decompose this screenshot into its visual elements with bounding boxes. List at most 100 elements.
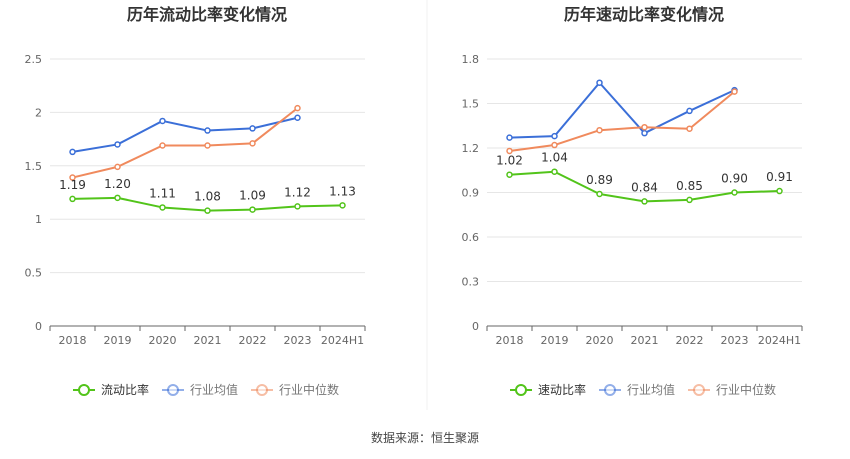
chart2-point-avg: [641, 129, 648, 137]
chart2-y-tick-label: 1.8: [462, 53, 480, 66]
chart1-data-label: 1.11: [149, 186, 176, 200]
chart2-data-label: 0.91: [766, 170, 793, 184]
chart2-point-main: [731, 189, 738, 196]
chart2-point-avg: [551, 132, 558, 140]
chart2-series-line-median: [509, 90, 736, 152]
chart1-y-tick-label: 1: [35, 213, 42, 226]
chart1-series-line-median: [72, 107, 299, 179]
chart2-data-label: 1.04: [541, 151, 568, 165]
chart2-point-main: [506, 171, 513, 178]
chart1-point-avg: [159, 117, 166, 125]
chart1-point-median: [114, 163, 121, 171]
chart2-point-median: [641, 123, 648, 131]
chart2-data-label: 1.02: [496, 154, 523, 168]
chart2-point-main: [551, 168, 558, 175]
chart1-legend-label-main: 流动比率: [101, 382, 149, 397]
chart1-x-tick-label: 2018: [59, 334, 87, 347]
chart1-point-median: [204, 142, 211, 149]
chart1-point-main: [69, 195, 76, 203]
chart2-x-tick-label: 2021: [631, 334, 659, 347]
chart2-y-tick-label: 0: [472, 320, 479, 333]
chart1-x-tick-label: 2022: [239, 334, 267, 347]
chart1-legend-label-avg: 行业均值: [190, 382, 238, 397]
chart2-data-label: 0.89: [586, 173, 613, 187]
chart2-legend-label-main: 速动比率: [538, 382, 586, 397]
chart2-point-avg: [596, 79, 603, 86]
chart1-data-label: 1.09: [239, 189, 266, 203]
data-source: 数据来源：恒生聚源: [0, 429, 850, 446]
chart1-y-tick-label: 2: [35, 106, 42, 119]
data-source-label: 数据来源：: [370, 431, 431, 445]
chart1-legend-marker-median: [256, 384, 268, 396]
chart1-point-avg: [249, 125, 256, 132]
chart1-data-label: 1.19: [59, 178, 86, 192]
chart1-x-tick-label: 2019: [104, 334, 132, 347]
chart1-point-median: [249, 140, 256, 147]
chart1-data-label: 1.13: [329, 184, 356, 198]
chart2-legend-marker-main: [515, 384, 527, 396]
chart1-point-avg: [204, 127, 211, 134]
chart1-series-line-avg: [72, 116, 298, 153]
chart2-point-median: [686, 125, 693, 132]
chart2-x-tick-label: 2020: [586, 334, 614, 347]
chart1-data-label: 1.08: [194, 190, 221, 204]
chart2-point-main: [641, 198, 648, 205]
chart2-point-avg: [686, 107, 693, 115]
chart2-legend-marker-median: [693, 384, 705, 396]
chart2-y-tick-label: 0.3: [462, 276, 480, 289]
chart2-x-tick-label: 2022: [676, 334, 704, 347]
chart1-point-avg: [69, 148, 76, 156]
chart1-point-main: [249, 206, 256, 213]
chart1-point-avg: [294, 114, 301, 121]
chart2-point-median: [731, 88, 738, 95]
chart2-y-tick-label: 1.2: [462, 142, 480, 155]
chart2-point-avg: [506, 134, 513, 141]
chart1-legend-marker-avg: [167, 384, 179, 396]
chart2-x-tick-label: 2023: [721, 334, 749, 347]
chart2-point-main: [596, 190, 603, 198]
chart2-point-main: [776, 187, 783, 195]
chart1-point-median: [159, 142, 166, 149]
chart1-title: 历年流动比率变化情况: [127, 5, 287, 24]
chart1-point-main: [114, 194, 121, 202]
data-source-name: 恒生聚源: [431, 431, 480, 445]
chart1-y-tick-label: 2.5: [25, 53, 43, 66]
chart1-legend-marker-main: [78, 384, 90, 396]
chart1-legend-label-median: 行业中位数: [279, 382, 339, 397]
chart2-point-median: [551, 141, 558, 149]
chart1-y-tick-label: 1.5: [25, 160, 43, 173]
chart2-x-tick-label: 2018: [496, 334, 524, 347]
chart1-x-tick-label: 2023: [284, 334, 312, 347]
chart2-data-label: 0.84: [631, 180, 658, 194]
chart2-y-tick-label: 1.5: [462, 98, 480, 111]
chart1-point-avg: [114, 141, 121, 148]
chart1-point-median: [69, 174, 76, 181]
chart1-point-main: [294, 203, 301, 210]
chart2-x-tick-label: 2024H1: [758, 334, 801, 347]
chart2-y-tick-label: 0.9: [462, 187, 480, 200]
chart2-x-tick-label: 2019: [541, 334, 569, 347]
chart2-point-main: [686, 196, 693, 204]
chart2-data-label: 0.90: [721, 172, 748, 186]
chart1-data-label: 1.12: [284, 185, 311, 199]
chart2-data-label: 0.85: [676, 179, 703, 193]
chart1-point-median: [294, 104, 301, 112]
chart1-x-tick-label: 2021: [194, 334, 222, 347]
chart1-point-main: [159, 204, 166, 211]
chart1-y-tick-label: 0: [35, 320, 42, 333]
chart2-series-line-avg: [509, 81, 735, 139]
chart1-y-tick-label: 0.5: [25, 267, 43, 280]
chart2-point-median: [506, 147, 513, 155]
chart1-x-tick-label: 2024H1: [321, 334, 364, 347]
chart2-legend-label-median: 行业中位数: [716, 382, 776, 397]
chart2-title: 历年速动比率变化情况: [564, 5, 724, 24]
chart2-legend-marker-avg: [604, 384, 616, 396]
chart1-point-main: [204, 207, 211, 214]
chart2-point-median: [596, 126, 603, 134]
chart1-data-label: 1.20: [104, 177, 131, 191]
chart1-x-tick-label: 2020: [149, 334, 177, 347]
chart2-y-tick-label: 0.6: [462, 231, 480, 244]
chart1-point-main: [339, 202, 346, 209]
chart2-legend-label-avg: 行业均值: [627, 382, 675, 397]
